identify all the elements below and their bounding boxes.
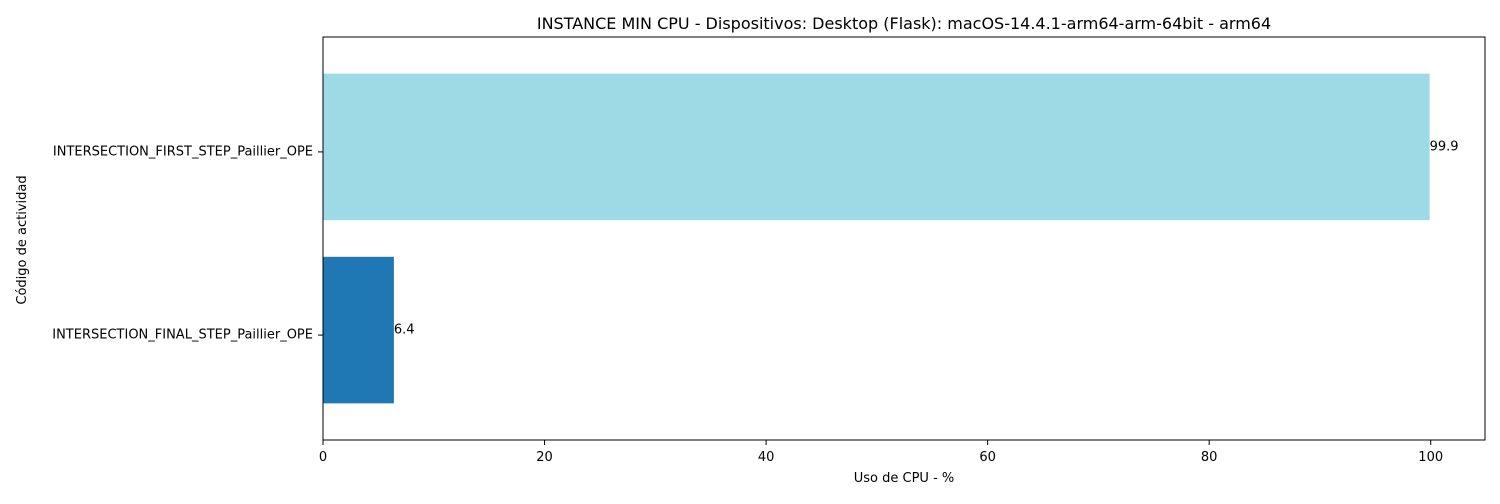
x-tick-label-6: 100 <box>1418 450 1443 465</box>
x-tick-label-3: 40 <box>758 450 775 465</box>
y-axis-label: Código de actividad <box>15 175 30 304</box>
x-tick-label-4: 60 <box>979 450 996 465</box>
plot-area: 99.9 INTERSECTION_FIRST_STEP_Paillier_OPE… <box>52 36 1486 465</box>
x-tick-label-2: 20 <box>536 450 553 465</box>
bar-value-label-1: 99.9 <box>1430 139 1459 154</box>
bar-1 <box>323 73 1430 221</box>
y-tick-label-2: INTERSECTION_FINAL_STEP_Paillier_OPE <box>52 328 313 343</box>
x-tick-label-5: 80 <box>1201 450 1218 465</box>
x-tick-label-1: 0 <box>319 450 327 465</box>
x-axis-label: Uso de CPU - % <box>854 471 955 486</box>
axes-frame <box>322 36 1486 441</box>
y-tick-label-1: INTERSECTION_FIRST_STEP_Paillier_OPE <box>53 144 313 159</box>
bar-value-label-2: 6.4 <box>394 323 415 338</box>
chart-title: INSTANCE MIN CPU - Dispositivos: Desktop… <box>537 14 1271 33</box>
bar-2 <box>323 256 394 404</box>
